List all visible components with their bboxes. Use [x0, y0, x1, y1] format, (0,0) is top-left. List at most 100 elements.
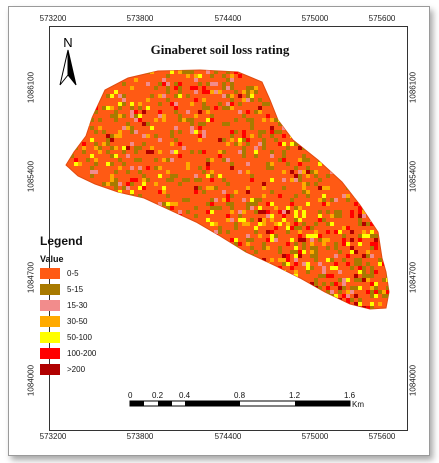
raster-cell: [298, 230, 302, 234]
raster-cell: [226, 194, 230, 198]
x-tick-bottom: 574400: [214, 432, 242, 441]
raster-cell: [386, 290, 389, 294]
raster-cell: [114, 114, 118, 118]
raster-cell: [290, 238, 294, 242]
raster-cell: [306, 262, 310, 266]
raster-cell: [202, 130, 206, 134]
raster-cell: [202, 190, 206, 194]
raster-cell: [154, 86, 158, 90]
raster-cell: [254, 150, 258, 154]
raster-cell: [118, 114, 122, 118]
raster-cell: [250, 86, 254, 90]
raster-cell: [218, 150, 222, 154]
raster-cell: [306, 174, 310, 178]
raster-cell: [218, 154, 222, 158]
raster-cell: [262, 146, 266, 150]
raster-cell: [214, 198, 218, 202]
raster-cell: [154, 182, 158, 186]
raster-cell: [262, 210, 266, 214]
raster-cell: [306, 170, 310, 174]
raster-cell: [330, 290, 334, 294]
raster-cell: [174, 110, 178, 114]
raster-cell: [362, 266, 366, 270]
raster-cell: [298, 234, 302, 238]
raster-cell: [254, 86, 258, 90]
raster-cell: [178, 86, 182, 90]
raster-cell: [114, 178, 118, 182]
raster-cell: [134, 114, 138, 118]
raster-cell: [126, 154, 130, 158]
raster-cell: [74, 162, 78, 166]
raster-cell: [354, 202, 358, 206]
raster-cell: [318, 178, 322, 182]
raster-cell: [310, 246, 314, 250]
raster-cell: [198, 122, 202, 126]
raster-cell: [250, 134, 254, 138]
raster-cell: [146, 134, 150, 138]
raster-cell: [294, 246, 298, 250]
raster-cell: [242, 90, 246, 94]
raster-cell: [370, 254, 374, 258]
raster-cell: [374, 286, 378, 290]
raster-cell: [138, 102, 142, 106]
legend-swatch: [40, 316, 60, 327]
raster-cell: [286, 262, 290, 266]
raster-cell: [174, 102, 178, 106]
raster-cell: [210, 202, 214, 206]
legend-title: Legend: [40, 234, 83, 248]
raster-cell: [378, 290, 382, 294]
raster-cell: [270, 190, 274, 194]
raster-cell: [82, 142, 86, 146]
raster-cell: [238, 218, 242, 222]
raster-cell: [114, 118, 118, 122]
raster-cell: [150, 146, 154, 150]
raster-cell: [134, 178, 138, 182]
raster-cell: [342, 286, 346, 290]
raster-cell: [114, 110, 118, 114]
raster-cell: [174, 126, 178, 130]
raster-cell: [294, 214, 298, 218]
raster-cell: [362, 270, 366, 274]
raster-cell: [334, 246, 338, 250]
raster-cell: [298, 218, 302, 222]
raster-cell: [242, 114, 246, 118]
raster-cell: [70, 154, 74, 158]
raster-cell: [170, 102, 174, 106]
raster-cell: [170, 150, 174, 154]
raster-cell: [362, 214, 366, 218]
raster-cell: [250, 90, 254, 94]
raster-cell: [238, 214, 242, 218]
raster-cell: [258, 98, 262, 102]
raster-cell: [146, 178, 150, 182]
raster-cell: [286, 162, 290, 166]
raster-cell: [174, 150, 178, 154]
raster-cell: [342, 282, 346, 286]
raster-cell: [114, 182, 118, 186]
raster-cell: [314, 278, 318, 282]
raster-cell: [250, 202, 254, 206]
raster-cell: [78, 162, 82, 166]
raster-cell: [134, 150, 138, 154]
legend-label: >200: [67, 365, 86, 374]
raster-cell: [314, 258, 318, 262]
raster-cell: [298, 162, 302, 166]
raster-cell: [318, 274, 322, 278]
raster-cell: [358, 278, 362, 282]
raster-cell: [98, 146, 102, 150]
raster-cell: [146, 82, 150, 86]
raster-cell: [266, 162, 270, 166]
raster-cell: [270, 134, 274, 138]
raster-cell: [242, 218, 246, 222]
legend-swatch: [40, 332, 60, 343]
raster-cell: [110, 162, 114, 166]
raster-cell: [202, 150, 206, 154]
raster-cell: [262, 194, 266, 198]
raster-cell: [250, 174, 254, 178]
raster-cell: [358, 270, 362, 274]
legend-swatch: [40, 268, 60, 279]
raster-cell: [226, 94, 230, 98]
raster-cell: [138, 146, 142, 150]
raster-cell: [278, 194, 282, 198]
raster-cell: [294, 274, 298, 278]
